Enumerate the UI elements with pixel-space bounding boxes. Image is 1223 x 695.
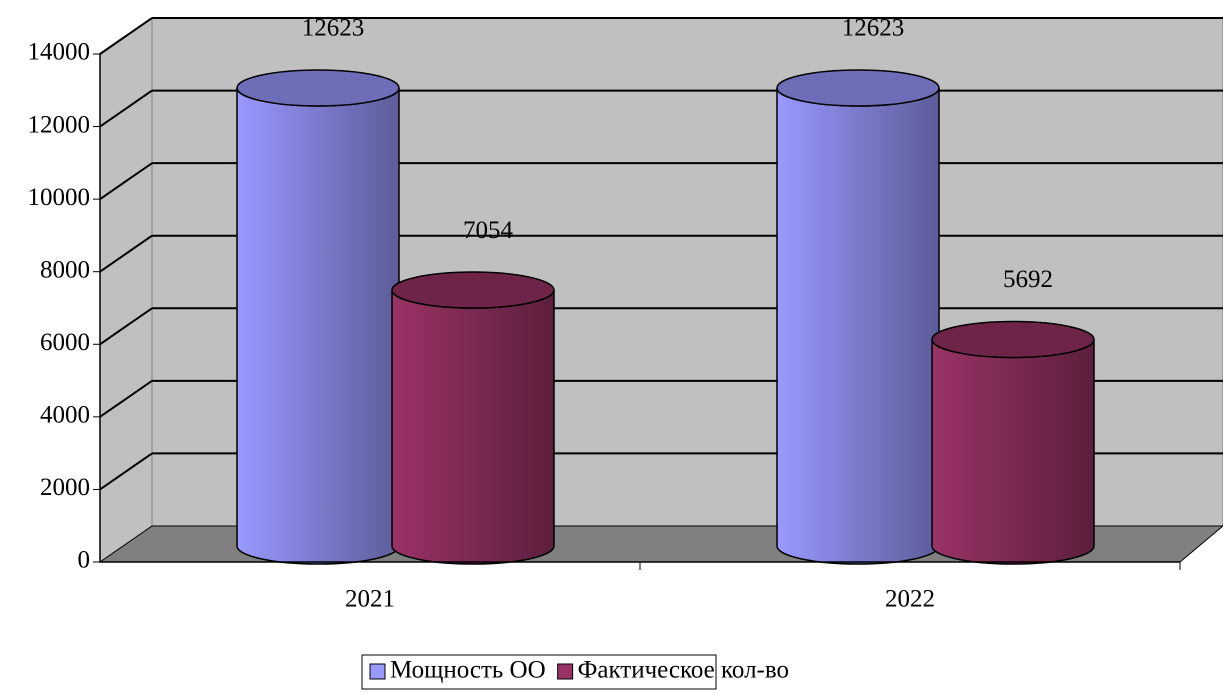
value-label: 5692: [1003, 266, 1053, 293]
cylinder-top: [391, 271, 555, 309]
value-label: 12623: [302, 15, 365, 42]
grid-line: [99, 307, 153, 346]
side-wall: [99, 17, 153, 563]
legend: [361, 654, 717, 690]
cylinder-top: [776, 69, 940, 107]
y-tick-label: 6000: [40, 329, 90, 356]
legend-label: Фактическое кол-во: [578, 657, 789, 684]
y-tick-label: 4000: [40, 402, 90, 429]
bar: [391, 271, 555, 565]
cylinder-top-shade: [777, 69, 939, 106]
grid-line: [99, 234, 153, 273]
cylinder-top: [931, 320, 1095, 359]
cylinder-shade: [931, 339, 1095, 565]
y-tick-label: 0: [78, 547, 91, 574]
grid-line: [99, 452, 153, 491]
x-tick-label: 2021: [345, 586, 395, 613]
cylinder-shade: [236, 87, 400, 565]
y-tick-label: 12000: [28, 111, 91, 138]
cylinder-top-shade: [932, 321, 1094, 358]
cylinder-shade: [391, 289, 555, 565]
grid-line: [99, 380, 153, 418]
y-tick-label: 10000: [28, 184, 91, 211]
y-tick-label: 8000: [40, 256, 90, 283]
legend-swatch: [557, 663, 574, 680]
legend-swatch: [369, 663, 386, 680]
x-tick-label: 2022: [885, 586, 935, 613]
bar: [776, 69, 940, 565]
value-label: 7054: [463, 217, 514, 244]
cylinder-top-shade: [392, 272, 554, 309]
bar: [236, 69, 400, 565]
grid-line: [99, 17, 153, 55]
y-tick-label: 2000: [40, 474, 90, 501]
legend-label: Мощность ОО: [390, 657, 546, 684]
grid-line: [99, 162, 153, 200]
cylinder-top: [236, 69, 400, 107]
cylinder-shade: [776, 87, 940, 565]
bar: [931, 320, 1095, 565]
cylinder-top-shade: [237, 69, 399, 106]
bars: [236, 69, 1095, 565]
value-label: 12623: [842, 15, 905, 42]
grid-line: [99, 89, 153, 128]
y-tick-label: 14000: [28, 39, 91, 66]
